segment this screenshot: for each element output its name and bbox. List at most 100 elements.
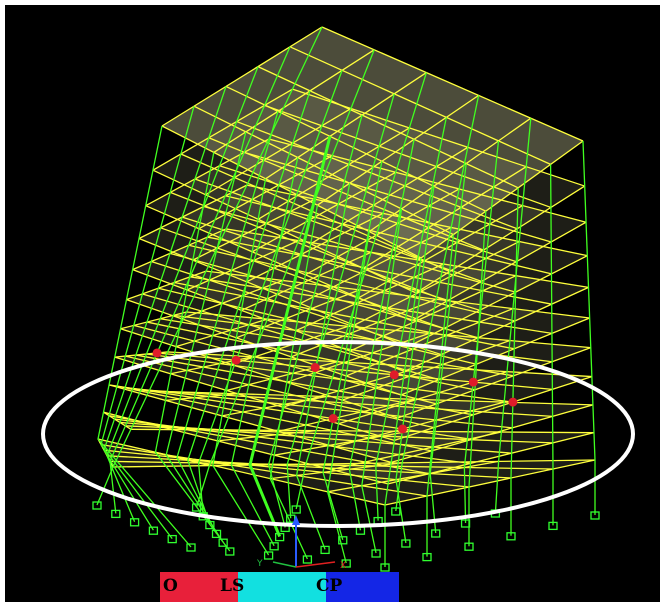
beam-line xyxy=(198,155,333,230)
column-line xyxy=(348,139,415,531)
beam-line xyxy=(300,226,452,305)
beam-line xyxy=(362,166,527,269)
beam-line xyxy=(108,384,150,392)
plastic-hinge-marker xyxy=(328,414,338,424)
fixed-support-icon xyxy=(129,518,140,527)
beam-line xyxy=(257,127,410,220)
beam-line xyxy=(274,430,409,456)
beam-line xyxy=(397,347,591,419)
floor-slab xyxy=(152,89,585,293)
beam-line xyxy=(384,459,596,506)
beam-line xyxy=(231,325,349,366)
column-line xyxy=(100,106,195,539)
beam-line xyxy=(160,318,514,377)
fixed-support-icon xyxy=(380,563,390,572)
beam-line xyxy=(151,260,442,356)
beam-line xyxy=(132,269,405,372)
beam-line xyxy=(108,384,392,463)
beam-line xyxy=(194,178,482,283)
column-line xyxy=(230,157,299,547)
beam-line xyxy=(338,371,508,425)
axis-triad-icon: Y X xyxy=(256,515,346,571)
column-line xyxy=(510,187,519,536)
column-line xyxy=(468,211,487,547)
beam-line xyxy=(160,425,224,431)
column-line xyxy=(212,178,270,556)
beam-line xyxy=(192,198,316,261)
fixed-support-icon xyxy=(320,545,330,555)
beam-line xyxy=(219,165,517,263)
beam-line xyxy=(169,252,479,339)
beam-line xyxy=(208,137,484,251)
fixed-support-icon xyxy=(205,520,215,530)
beam-line xyxy=(268,138,587,223)
fixed-support-icon xyxy=(269,542,279,551)
beam-line xyxy=(265,72,427,180)
beam-line xyxy=(146,353,513,403)
beam-line xyxy=(174,281,515,350)
column-line xyxy=(269,205,319,560)
hinge-state-legend: O LS CP xyxy=(160,572,399,602)
beam-line xyxy=(126,270,207,301)
beam-line xyxy=(342,339,511,401)
plastic-hinge-marker xyxy=(508,397,518,407)
legend-segment-cp: CP xyxy=(316,572,399,602)
beam-line xyxy=(213,49,375,153)
beam-line xyxy=(175,318,268,348)
beam-line xyxy=(217,430,317,442)
fixed-support-icon xyxy=(225,547,235,556)
beam-line xyxy=(135,354,474,416)
beam-line xyxy=(125,355,435,429)
column-line xyxy=(106,66,259,523)
beam-line xyxy=(152,88,293,171)
beam-line xyxy=(112,459,596,468)
model-viewport[interactable]: Y X O LS CP xyxy=(5,5,660,602)
beam-line xyxy=(415,185,586,294)
beam-line xyxy=(106,455,512,479)
plastic-hinge-marker xyxy=(389,370,399,380)
fixed-support-icon xyxy=(274,532,285,542)
beam-line xyxy=(246,184,588,257)
fixed-support-icon xyxy=(341,559,351,568)
structure-3d-view[interactable]: Y X xyxy=(5,5,660,602)
plastic-hinge-marker xyxy=(231,355,241,365)
beam-line xyxy=(180,153,450,273)
beam-line xyxy=(305,188,460,276)
beam-grid xyxy=(97,26,596,506)
column-line xyxy=(286,93,395,519)
fixed-support-icon xyxy=(148,526,159,535)
beam-line xyxy=(160,227,445,330)
column-line xyxy=(176,111,279,534)
floor-slab xyxy=(132,228,589,372)
floor-slab xyxy=(109,384,593,463)
plastic-hinge-marker xyxy=(310,363,320,373)
beam-line xyxy=(205,107,352,196)
legend-segment-ls: LS xyxy=(220,572,326,602)
column-line xyxy=(395,95,480,512)
beam-line xyxy=(292,88,585,187)
axis-label-x: X xyxy=(340,561,346,571)
beam-line xyxy=(158,287,477,365)
beam-line xyxy=(103,411,132,430)
column-line xyxy=(187,90,311,525)
highlight-ellipse xyxy=(41,340,635,528)
legend-segment-o: O xyxy=(160,572,236,602)
column-line xyxy=(197,70,343,516)
fixed-support-icon xyxy=(92,501,102,510)
fixed-support-icon xyxy=(460,519,471,528)
beam-line xyxy=(321,26,584,142)
fixed-support-icon xyxy=(167,534,177,544)
fixed-support-icon xyxy=(371,549,381,558)
beam-line xyxy=(212,463,306,467)
column-line xyxy=(195,49,375,508)
column-line xyxy=(165,131,247,543)
fixed-support-icon xyxy=(338,536,348,545)
column-line xyxy=(103,86,227,531)
fixed-support-icon xyxy=(464,542,474,551)
beam-line xyxy=(345,307,514,377)
fixed-support-icon xyxy=(186,543,196,552)
column-line xyxy=(97,125,192,548)
beam-line xyxy=(149,390,593,406)
beam-line xyxy=(368,117,532,233)
column-line xyxy=(384,257,422,567)
